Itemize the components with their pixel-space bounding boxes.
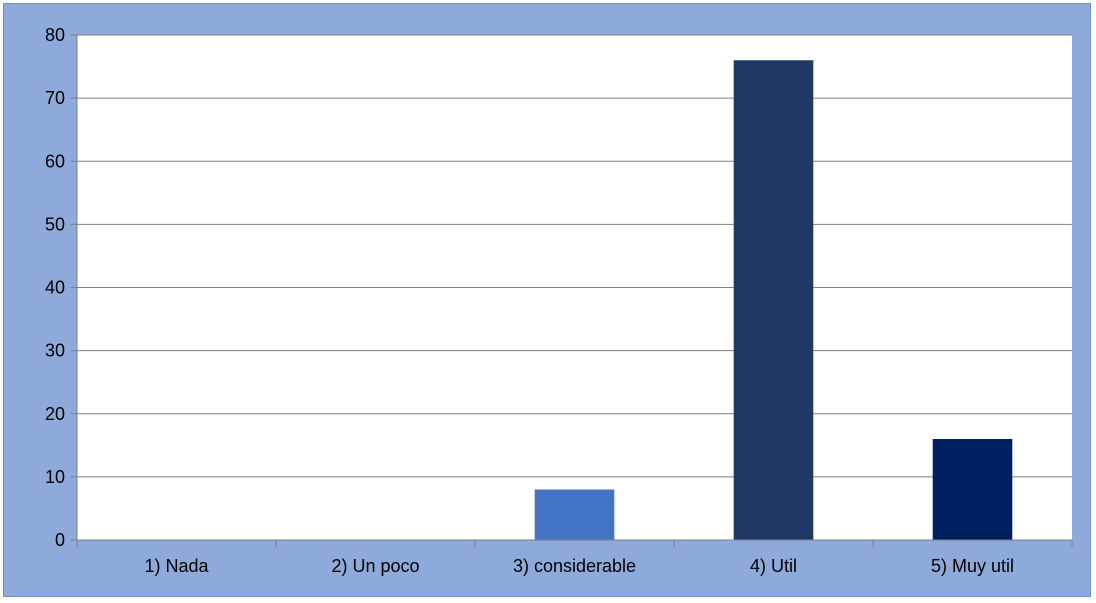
bars — [534, 60, 1013, 540]
y-tick-label: 0 — [55, 530, 65, 550]
bar — [932, 439, 1013, 540]
bar — [733, 60, 814, 540]
y-tick-label: 60 — [45, 151, 65, 171]
y-tick-label: 20 — [45, 404, 65, 424]
gridlines — [77, 34, 1072, 478]
y-tick-label: 70 — [45, 88, 65, 108]
x-category-label: 1) Nada — [144, 556, 209, 576]
y-tick-label: 80 — [45, 25, 65, 45]
y-tick-label: 50 — [45, 214, 65, 234]
x-category-label: 4) Util — [750, 556, 797, 576]
y-tick-labels: 0 10 20 30 40 50 60 70 80 — [45, 25, 65, 550]
x-category-label: 2) Un poco — [331, 556, 419, 576]
bar — [534, 489, 615, 540]
x-category-labels: 1) Nada 2) Un poco 3) considerable 4) Util 5… — [144, 556, 1014, 576]
y-tick-label: 30 — [45, 341, 65, 361]
x-category-label: 5) Muy util — [931, 556, 1014, 576]
x-category-label: 3) considerable — [513, 556, 636, 576]
axes — [70, 34, 1073, 547]
y-tick-label: 10 — [45, 467, 65, 487]
y-tick-label: 40 — [45, 278, 65, 298]
